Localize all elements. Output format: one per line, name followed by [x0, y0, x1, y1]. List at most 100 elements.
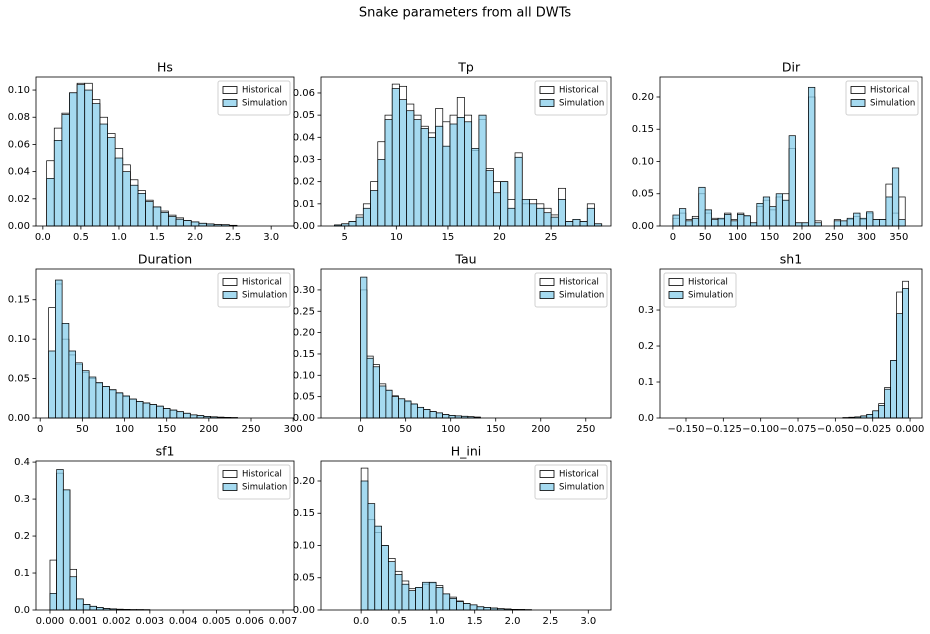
histogram-bar [122, 395, 130, 419]
histogram-bar [423, 409, 431, 419]
y-tick-label: 0.2 [14, 531, 30, 542]
histogram-bar [374, 525, 382, 611]
y-tick-label: 0.0 [14, 605, 30, 616]
y-tick-label: 0.05 [293, 573, 315, 584]
histogram-bar [406, 110, 415, 227]
histogram-bar [558, 199, 566, 227]
histogram-bar [142, 402, 151, 419]
histogram-bar [846, 217, 854, 227]
histogram-bar [782, 199, 790, 227]
y-tick-label: 0.00 [293, 605, 315, 616]
x-tick-label: 300 [284, 424, 303, 435]
subplot-title: sf1 [156, 444, 175, 459]
histogram-bar [169, 409, 178, 419]
subplot: 0 50 100 150 200 250 300 0.00 0.05 0.10 0.15 Durati… [8, 252, 303, 436]
x-tick-label: 0.005 [202, 616, 231, 627]
histogram-bar [442, 414, 450, 419]
x-tick-label: 150 [157, 424, 176, 435]
histogram-bar [529, 203, 538, 227]
histogram-bar [878, 405, 886, 419]
x-tick-label: 250 [576, 424, 595, 435]
histogram-bar [76, 84, 86, 227]
x-tick-label: 0.5 [73, 232, 89, 243]
subplot: −0.150 −0.125 −0.100 −0.075 −0.050 −0.025 0.00… [638, 252, 924, 436]
y-tick-label: 0.30 [293, 285, 315, 296]
histogram-bar [415, 587, 423, 611]
histogram-bar [130, 184, 139, 227]
subplot: 0.000 0.001 0.002 0.003 0.004 0.005 0.006 0.007… [14, 444, 297, 628]
legend-label: Simulation [559, 291, 604, 301]
histogram-bar [859, 217, 867, 227]
x-tick-label: 0.004 [169, 616, 198, 627]
histogram-bar [565, 221, 574, 227]
histogram-bar [84, 89, 93, 227]
x-tick-label: 0.001 [69, 616, 98, 627]
legend-swatch [539, 86, 555, 94]
histogram-bar [691, 217, 700, 227]
histogram-bar [814, 222, 822, 227]
histogram-bar [49, 593, 57, 611]
histogram-bar [366, 357, 374, 419]
histogram-bar [442, 145, 451, 227]
histogram-bar [69, 576, 77, 611]
legend-swatch [222, 291, 238, 299]
histogram-bar [469, 604, 478, 611]
x-tick-label: 0.006 [235, 616, 264, 627]
legend-label: Historical [688, 278, 728, 288]
histogram-bar [672, 214, 680, 227]
histogram-bar [514, 156, 523, 227]
legend-label: Simulation [242, 483, 287, 493]
x-tick-label: 150 [760, 232, 779, 243]
histogram-bar [360, 480, 369, 611]
x-tick-label: 1.5 [149, 232, 165, 243]
subplot: 5 10 15 20 25 0.00 0.01 0.02 0.03 0.04 0.05 0.06 Tp H… [293, 60, 612, 243]
histogram-bar [898, 219, 906, 227]
histogram-bar [115, 392, 124, 419]
histogram-bar [679, 208, 687, 227]
histogram-bar [717, 217, 725, 227]
histogram-bar [61, 114, 70, 227]
histogram-bar [485, 170, 494, 227]
histogram-bar [401, 583, 410, 611]
histogram-bar [149, 404, 157, 419]
histogram-bar [724, 214, 732, 227]
y-tick-label: 0.1 [638, 377, 654, 388]
histogram-bar [55, 279, 63, 419]
histogram-bar [698, 186, 706, 227]
y-tick-label: 0.25 [293, 306, 315, 317]
x-tick-label: 1.0 [429, 616, 445, 627]
y-tick-label: 0.05 [293, 110, 315, 121]
subplot-title: Tau [454, 252, 476, 267]
y-tick-label: 0.10 [632, 156, 654, 167]
histogram-bar [404, 400, 412, 419]
histogram-bar [902, 288, 909, 419]
legend-swatch [222, 470, 238, 478]
histogram-bar [56, 469, 64, 611]
legend-label: Simulation [559, 99, 604, 109]
subplot-title: H_ini [451, 444, 482, 459]
x-tick-label: 200 [199, 424, 218, 435]
x-tick-label: 2.0 [505, 616, 521, 627]
histogram-bar [500, 181, 509, 227]
legend-swatch [539, 483, 555, 491]
histogram-bar [417, 406, 425, 419]
x-tick-label: 50 [699, 232, 712, 243]
histogram-bar [135, 401, 144, 419]
histogram-bar [372, 366, 380, 419]
histogram-bar [384, 119, 393, 227]
histogram-bar [89, 605, 97, 611]
axes-frame [35, 268, 295, 419]
histogram-bar [550, 216, 559, 227]
x-tick-label: 100 [115, 424, 134, 435]
histogram-bar [168, 216, 177, 227]
histogram-bar [367, 503, 376, 611]
x-tick-label: 0 [670, 232, 676, 243]
histogram-bar [385, 389, 393, 419]
x-tick-label: 100 [728, 232, 747, 243]
histogram-bar [872, 410, 880, 419]
histogram-bar [428, 581, 437, 611]
legend-label: Historical [242, 86, 282, 96]
histogram-bar [377, 159, 386, 227]
x-tick-label: 0.002 [102, 616, 131, 627]
legend-swatch [668, 291, 684, 299]
